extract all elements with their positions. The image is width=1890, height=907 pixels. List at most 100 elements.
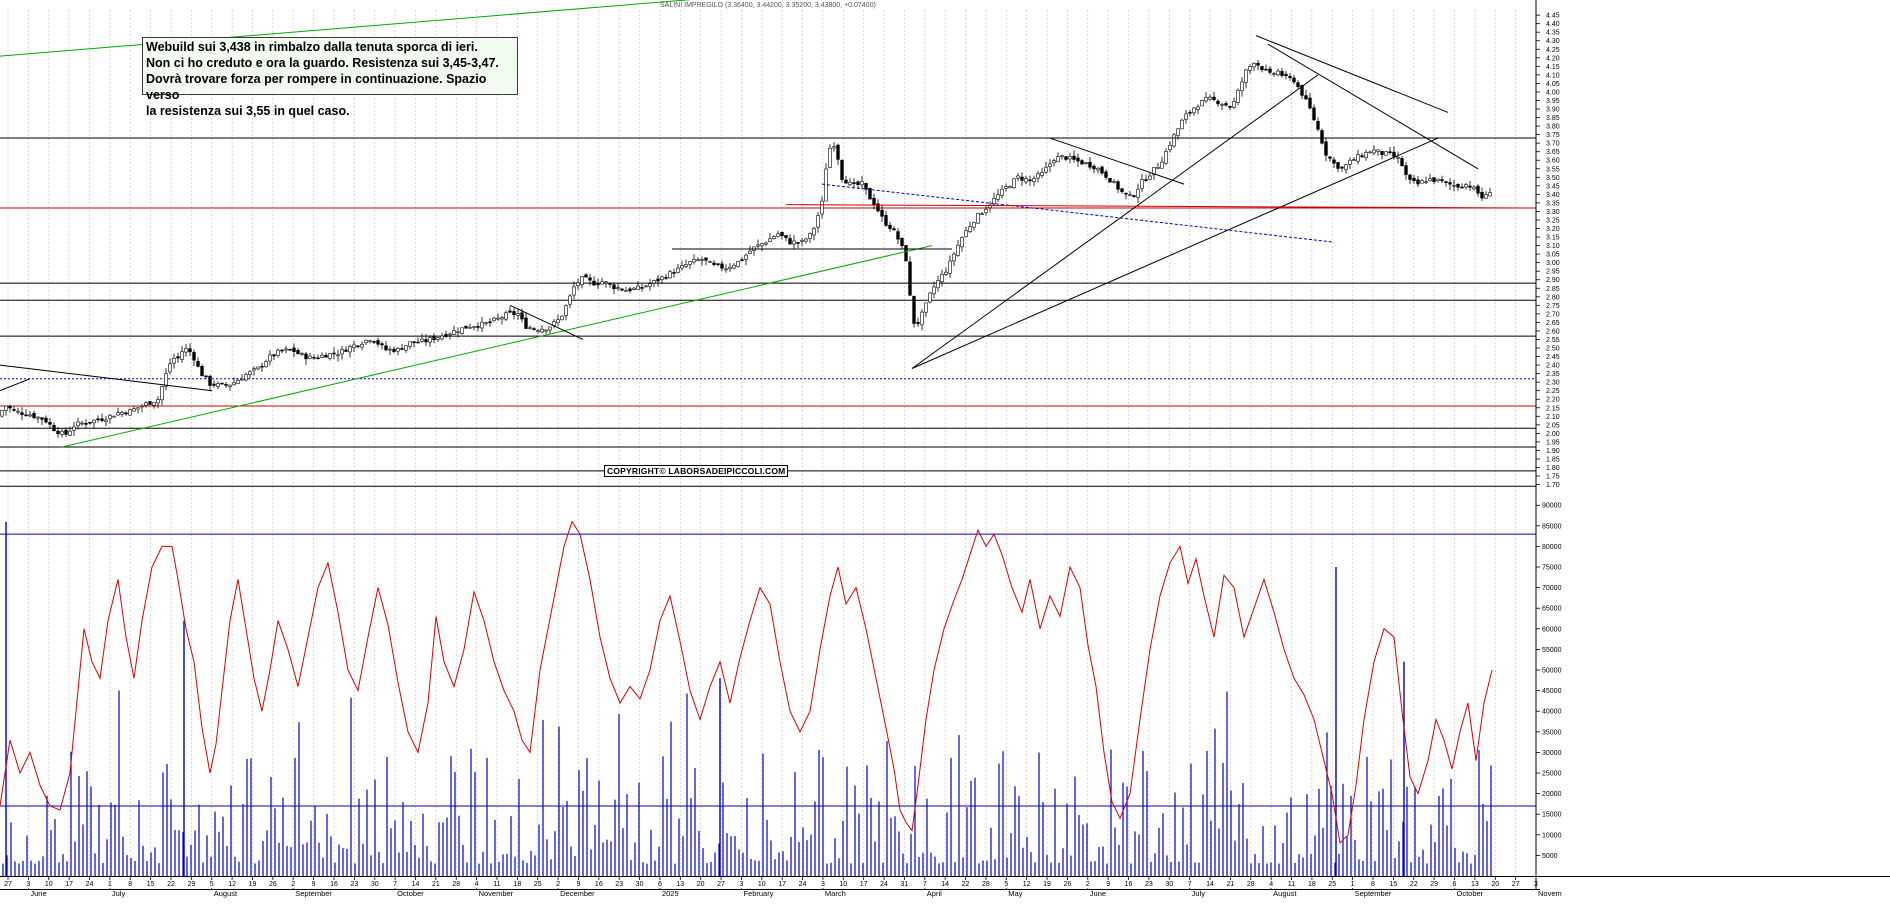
candle-body bbox=[592, 280, 596, 286]
candle-body bbox=[1088, 161, 1092, 168]
candle-body bbox=[632, 287, 636, 290]
candle-body bbox=[1008, 185, 1012, 189]
candle-body bbox=[1212, 96, 1216, 100]
day-tick-label: 30 bbox=[371, 881, 379, 888]
candle-body bbox=[1476, 185, 1480, 194]
candle-body bbox=[152, 402, 156, 406]
candle-body bbox=[340, 349, 344, 355]
candle-body bbox=[128, 409, 132, 416]
candle-body bbox=[744, 254, 748, 260]
candle-body bbox=[1040, 172, 1044, 176]
candle-body bbox=[1416, 179, 1420, 185]
candle-body bbox=[1300, 85, 1304, 96]
candle-body bbox=[176, 356, 180, 359]
price-tick-label: 3.60 bbox=[1546, 158, 1560, 165]
day-tick-label: 20 bbox=[1491, 881, 1499, 888]
day-tick-label: 2 bbox=[1086, 881, 1090, 888]
candle-body bbox=[1412, 177, 1416, 181]
candle-body bbox=[756, 244, 760, 247]
candle-body bbox=[848, 181, 852, 186]
candle-body bbox=[16, 410, 20, 413]
day-tick-label: 1 bbox=[108, 881, 112, 888]
price-tick-label: 4.10 bbox=[1546, 72, 1560, 79]
candle-body bbox=[808, 233, 812, 239]
candle-body bbox=[1236, 90, 1240, 103]
candle-body bbox=[36, 416, 40, 419]
candle-body bbox=[336, 354, 340, 357]
month-label: June bbox=[1090, 889, 1106, 898]
candle-body bbox=[1252, 63, 1256, 68]
volume-tick-label: 35000 bbox=[1542, 729, 1562, 736]
candle-body bbox=[896, 231, 900, 240]
candle-body bbox=[1232, 101, 1236, 108]
candle-body bbox=[1272, 73, 1276, 75]
candle-body bbox=[120, 412, 124, 415]
candle-body bbox=[640, 287, 644, 289]
day-tick-label: 6 bbox=[658, 881, 662, 888]
candle-body bbox=[588, 277, 592, 281]
candle-body bbox=[1036, 173, 1040, 179]
candle-body bbox=[1348, 159, 1352, 165]
volume-tick-label: 60000 bbox=[1542, 626, 1562, 633]
candle-body bbox=[1256, 62, 1260, 66]
candle-body bbox=[80, 422, 84, 425]
candle-body bbox=[564, 305, 568, 316]
candle-body bbox=[872, 197, 876, 206]
price-tick-label: 4.30 bbox=[1546, 38, 1560, 45]
candle-body bbox=[928, 292, 932, 303]
candle-body bbox=[92, 419, 96, 424]
candle-body bbox=[1408, 174, 1412, 180]
candle-body bbox=[116, 412, 120, 416]
candle-body bbox=[1200, 100, 1204, 107]
day-tick-label: 17 bbox=[778, 881, 786, 888]
candle-body bbox=[1440, 179, 1444, 182]
candle-body bbox=[356, 345, 360, 348]
trendline bbox=[61, 245, 933, 448]
candle-body bbox=[1140, 179, 1144, 189]
candle-body bbox=[480, 321, 484, 329]
candle-body bbox=[1216, 100, 1220, 105]
candle-body bbox=[1400, 158, 1404, 167]
candle-body bbox=[1456, 183, 1460, 188]
candle-body bbox=[56, 430, 60, 435]
candle-body bbox=[208, 375, 212, 386]
candle-body bbox=[520, 312, 524, 320]
day-tick-label: 26 bbox=[269, 881, 277, 888]
candle-body bbox=[68, 430, 72, 436]
volume-bars bbox=[2, 521, 1492, 876]
price-tick-label: 4.45 bbox=[1546, 13, 1560, 20]
candle-body bbox=[680, 265, 684, 269]
candle-body bbox=[184, 348, 188, 353]
day-tick-label: 29 bbox=[1430, 881, 1438, 888]
candle-body bbox=[692, 259, 696, 263]
candle-body bbox=[512, 311, 516, 315]
candle-body bbox=[1092, 165, 1096, 170]
candle-body bbox=[1164, 150, 1168, 164]
chart-header: SALINI IMPREGILO (3.36400, 3.44200, 3.35… bbox=[660, 2, 876, 9]
candle-body bbox=[1264, 68, 1268, 71]
candle-body bbox=[932, 286, 936, 295]
candle-body bbox=[560, 315, 564, 321]
volume-tick-label: 90000 bbox=[1542, 503, 1562, 510]
candle-body bbox=[1268, 68, 1272, 73]
price-tick-label: 2.85 bbox=[1546, 286, 1560, 293]
candle-body bbox=[1316, 120, 1320, 130]
candle-body bbox=[1468, 185, 1472, 188]
candle-body bbox=[1228, 105, 1232, 108]
candle-body bbox=[372, 341, 376, 343]
month-label: July bbox=[1192, 889, 1206, 898]
month-label: April bbox=[927, 889, 942, 898]
candle-body bbox=[548, 326, 552, 331]
candle-body bbox=[1072, 155, 1076, 160]
day-tick-label: 3 bbox=[1534, 881, 1538, 888]
candle-body bbox=[1076, 157, 1080, 162]
day-tick-label: 30 bbox=[1165, 881, 1173, 888]
candle-body bbox=[944, 271, 948, 275]
price-tick-label: 2.05 bbox=[1546, 422, 1560, 429]
candle-body bbox=[860, 181, 864, 186]
day-tick-label: 3 bbox=[821, 881, 825, 888]
day-tick-label: 12 bbox=[228, 881, 236, 888]
candle-body bbox=[488, 321, 492, 324]
